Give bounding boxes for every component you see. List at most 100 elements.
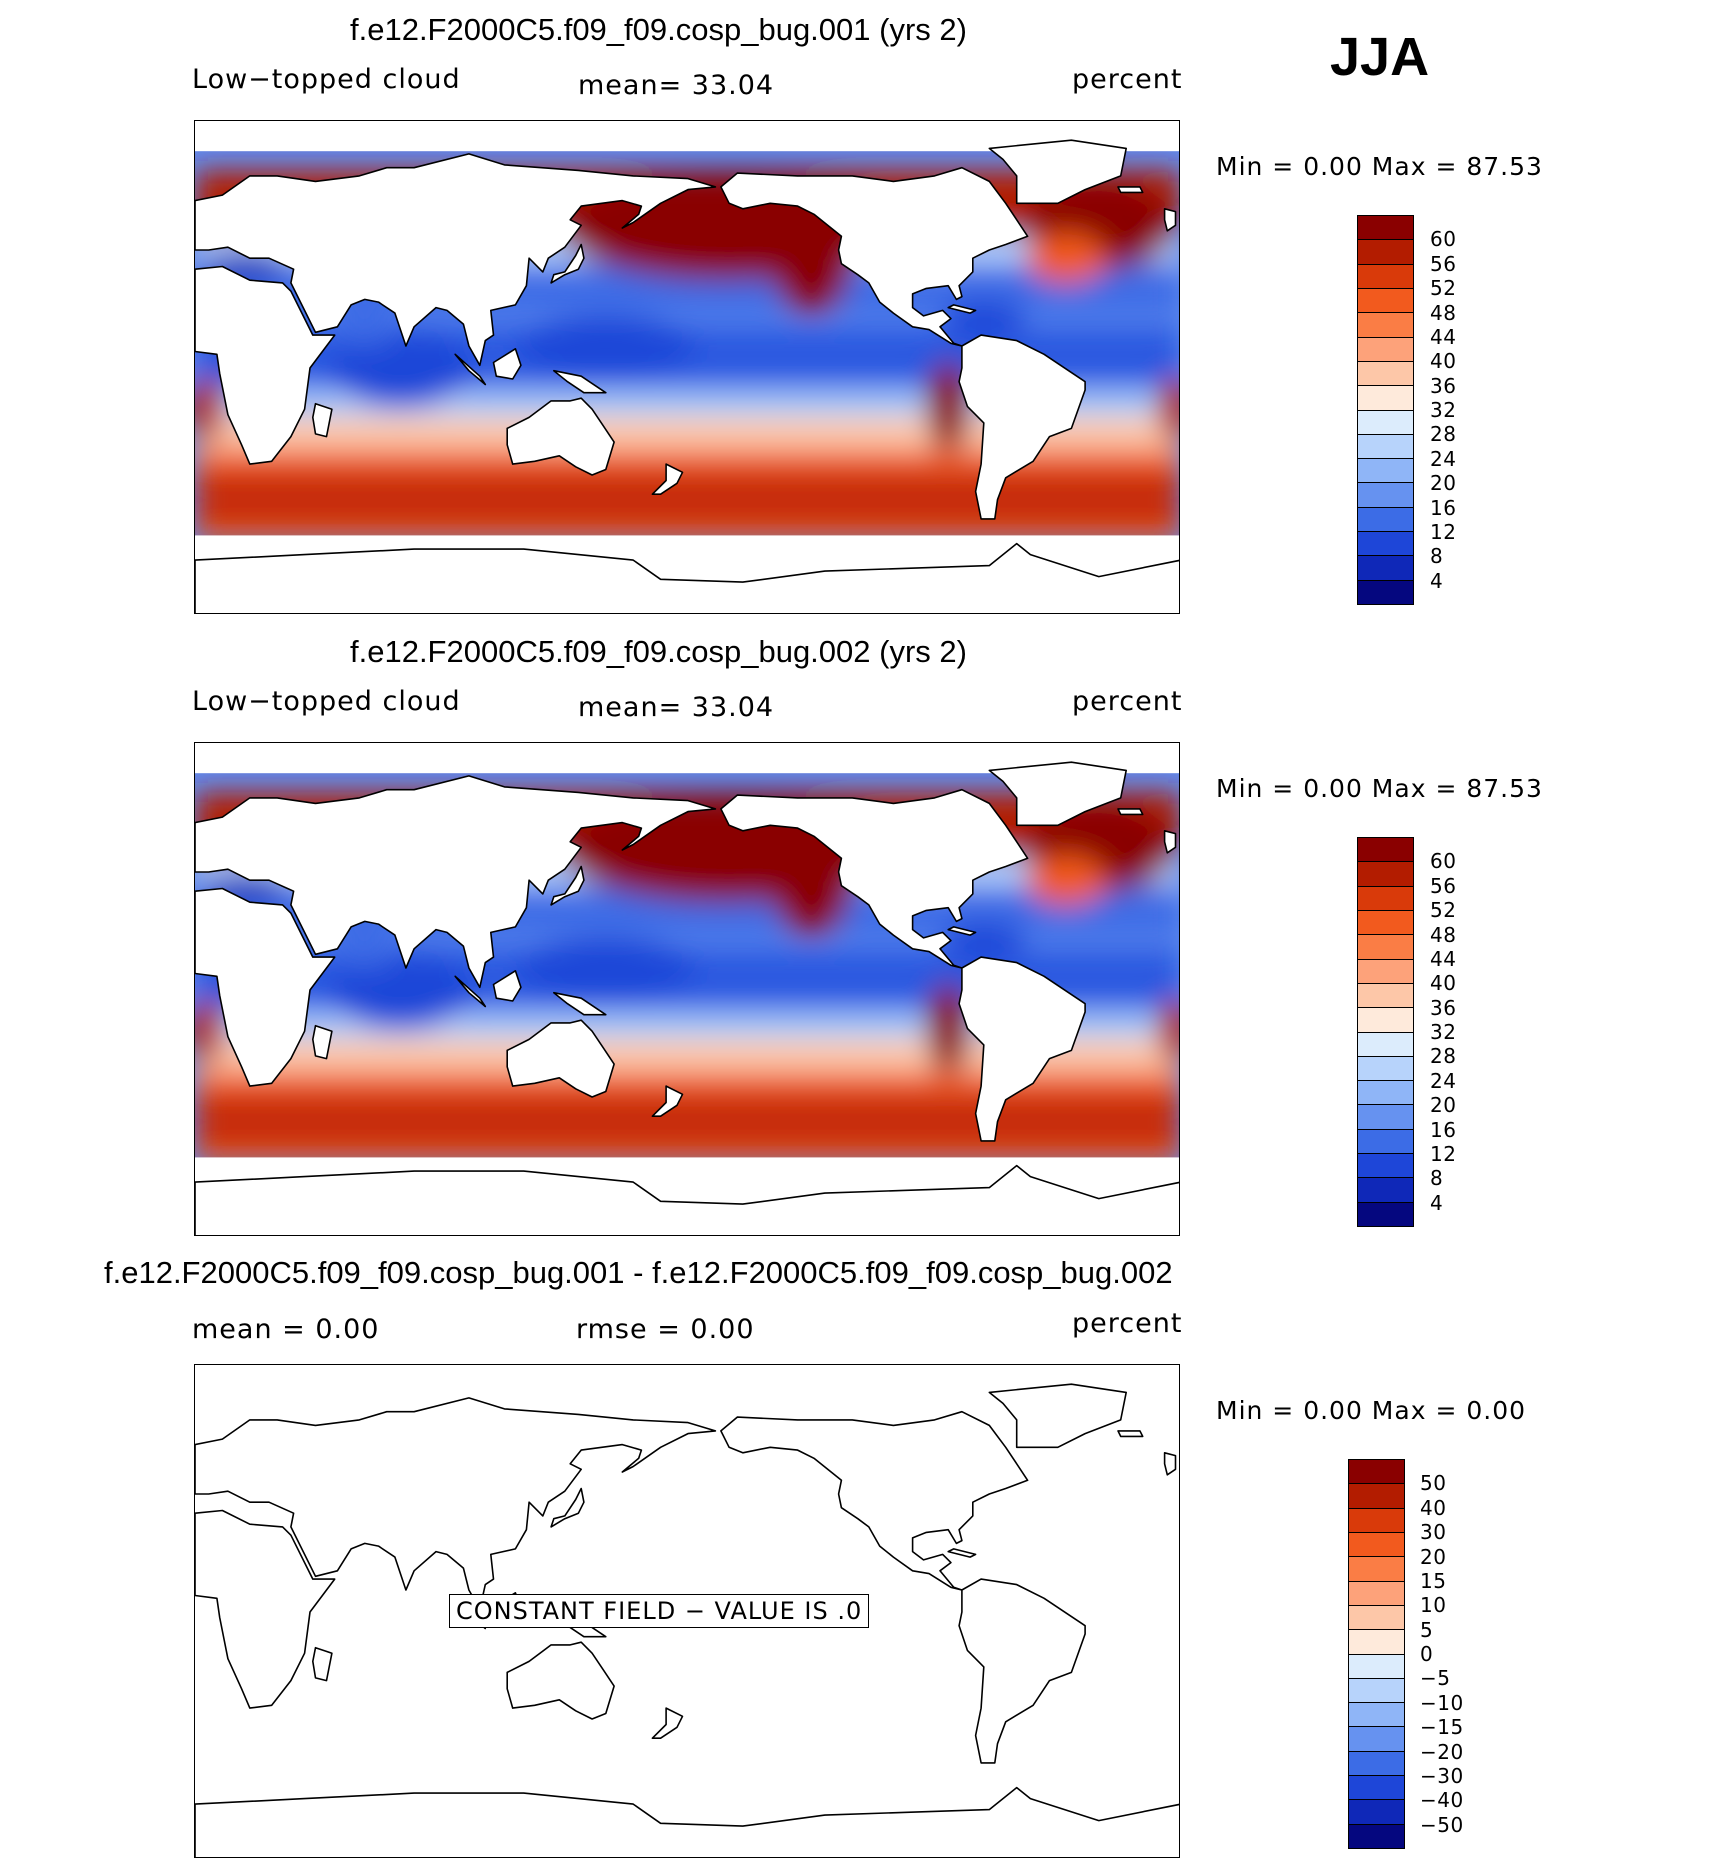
coastline [552,991,607,1016]
panel-1-variable-label: Low−topped cloud [192,64,461,95]
colorbar-swatch [1358,580,1413,604]
coastline [1117,808,1144,816]
colorbar-swatch [1358,313,1413,338]
colorbar-swatch [1358,862,1413,887]
colorbar-swatch [1349,1508,1404,1533]
colorbar-swatch [1358,1105,1413,1130]
coastline [312,402,333,438]
colorbar-tick-label: 32 [1430,398,1457,422]
panel-2-map [194,742,1180,1236]
coastline [550,1487,585,1528]
panel-3-title: f.e12.F2000C5.f09_f09.cosp_bug.001 - f.e… [104,1255,1173,1290]
panel-3-units-label: percent [1072,1308,1183,1339]
colorbar-tick-label: −50 [1420,1812,1464,1837]
colorbar-tick-label: −20 [1420,1739,1464,1764]
colorbar-tick-label: 12 [1430,519,1457,544]
colorbar-tick-label: 48 [1430,922,1457,947]
colorbar-swatch [1349,1630,1404,1655]
colorbar-swatch [1358,1202,1413,1226]
colorbar-swatch [1358,434,1413,460]
coastline [958,334,1086,520]
colorbar-swatch [1358,361,1413,387]
colorbar-swatch [1358,459,1413,484]
colorbar-swatch [1349,1484,1404,1509]
colorbar-tick-label: 24 [1430,1068,1457,1093]
colorbar-tick-label: 52 [1430,898,1457,923]
panel-1-title: f.e12.F2000C5.f09_f09.cosp_bug.001 (yrs … [350,12,967,47]
panel-3-minmax: Min = 0.00 Max = 0.00 [1216,1396,1527,1425]
coastline [958,1578,1086,1764]
colorbar-swatch [1358,264,1413,289]
coastline [552,369,607,394]
coastline [651,1707,684,1740]
coastline [195,1397,717,1611]
colorbar-tick-label: 36 [1430,995,1457,1020]
panel-3-rmse-label: rmse = 0.00 [576,1314,755,1345]
colorbar-tick-label: −30 [1420,1763,1464,1788]
coastline [506,397,615,476]
panel-2-minmax: Min = 0.00 Max = 87.53 [1216,774,1543,803]
colorbar-tick-label: 50 [1420,1471,1447,1496]
coastline [947,926,977,936]
colorbar-swatch [1358,1008,1413,1033]
colorbar-swatch [1349,1824,1404,1848]
coastline [1163,830,1177,854]
coastline [195,887,336,1087]
coastline [988,139,1128,205]
coastline [454,975,487,1008]
colorbar-swatch [1349,1460,1404,1485]
coastline [312,1646,333,1682]
panel-2-variable-label: Low−topped cloud [192,686,461,717]
colorbar-tick-label: 44 [1430,324,1457,349]
coastline [988,1383,1128,1449]
colorbar-tick-label: 4 [1430,568,1444,593]
panel-1-mean-label: mean= 33.04 [578,70,775,101]
colorbar-tick-label: 10 [1420,1593,1447,1618]
colorbar-swatch [1358,959,1413,984]
map-canvas [195,121,1179,613]
map-canvas [195,743,1179,1235]
panel-3-mean-label: mean = 0.00 [192,1314,380,1345]
coastline [195,542,1179,613]
colorbar-tick-label: 20 [1430,1093,1457,1118]
colorbar-swatch [1358,386,1413,411]
colorbar-swatch [1349,1751,1404,1777]
colorbar-swatch [1358,1032,1413,1057]
coastline [454,353,487,386]
colorbar-tick-label: 60 [1430,849,1457,874]
colorbar-tick-label: 40 [1430,349,1457,374]
colorbar-swatch [1358,216,1413,241]
colorbar-tick-label: 48 [1430,300,1457,325]
map-canvas [195,1383,1179,1857]
colorbar-swatch [1358,240,1413,265]
colorbar-swatch [1358,1081,1413,1106]
coastline [195,153,717,367]
colorbar-swatch [1349,1800,1404,1825]
coastline [720,788,1029,969]
colorbar-swatch [1358,556,1413,581]
colorbar-swatch [1358,1178,1413,1203]
colorbar-tick-label: 40 [1430,971,1457,996]
panel-2-mean-label: mean= 33.04 [578,692,775,723]
colorbar-swatch [1358,507,1413,533]
colorbar-tick-label: 60 [1430,227,1457,252]
coastline [492,348,522,380]
colorbar-tick-label: 40 [1420,1495,1447,1520]
colorbar-tick-label: 8 [1430,544,1444,569]
colorbar-tick-label: 36 [1430,373,1457,398]
coastline [1163,208,1177,232]
coastline [195,1164,1179,1235]
colorbar-tick-label: 12 [1430,1141,1457,1166]
colorbar-tick-label: 28 [1430,1044,1457,1069]
coastline [195,1509,336,1709]
panel-1-map [194,120,1180,614]
coastline [988,761,1128,827]
coastline [195,1786,1179,1857]
coastline [492,970,522,1002]
colorbar-swatch [1349,1654,1404,1679]
colorbar-swatch [1358,532,1413,557]
coastline [958,956,1086,1142]
colorbar-tick-label: 4 [1430,1190,1444,1215]
colorbar-swatch [1358,1056,1413,1082]
colorbar-swatch [1349,1581,1404,1606]
